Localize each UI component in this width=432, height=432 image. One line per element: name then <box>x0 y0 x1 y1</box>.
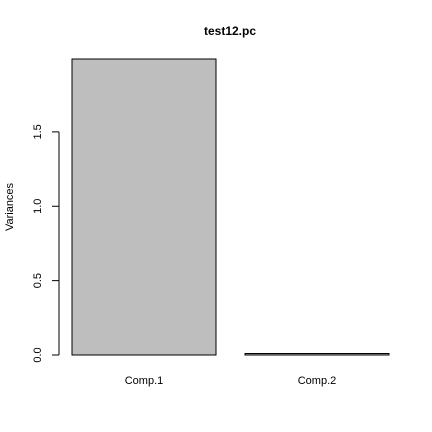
y-tick-label-1-5: 1.5 <box>32 124 44 139</box>
y-tick-label-0-0: 0.0 <box>32 347 44 362</box>
y-axis-label: Variances <box>4 182 16 231</box>
x-tick-label-comp-2: Comp.2 <box>298 375 337 387</box>
x-tick-label-comp-1: Comp.1 <box>125 375 164 387</box>
y-tick-label-0-5: 0.5 <box>32 273 44 288</box>
y-axis: 0.0 0.5 1.0 1.5 <box>32 124 60 363</box>
bar-comp-1 <box>71 58 217 356</box>
chart-title: test12.pc <box>204 24 256 38</box>
x-axis-labels: Comp.1 Comp.2 <box>125 375 337 387</box>
bar-comp-2 <box>244 353 390 356</box>
bars-layer <box>71 58 390 356</box>
y-tick-label-1-0: 1.0 <box>32 199 44 214</box>
